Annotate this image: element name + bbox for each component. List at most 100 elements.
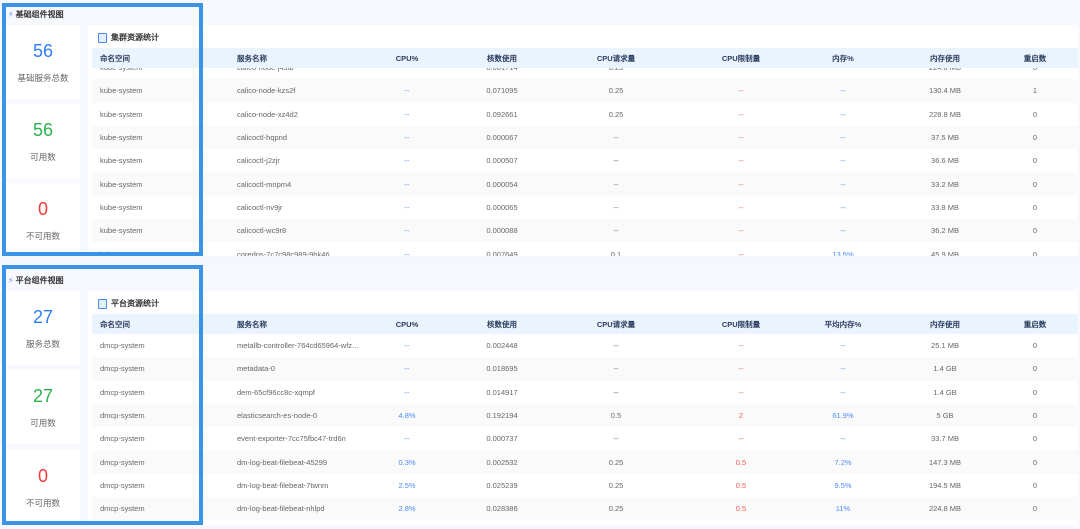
restarts-cell: 0 bbox=[1032, 504, 1038, 514]
memory-used-cell: 147.3 MB bbox=[928, 457, 962, 467]
cpu-limit-cell: -- bbox=[738, 109, 744, 119]
cpu-percent-cell: -- bbox=[404, 109, 410, 119]
stat-card: 56 基础服务总数 bbox=[6, 25, 80, 99]
memory-percent-cell: -- bbox=[840, 364, 846, 374]
table-row[interactable]: dmcp-system dem-65cf96cc8c-xqmpf -- 0.01491… bbox=[92, 381, 1078, 404]
restarts-cell: 0 bbox=[1032, 411, 1038, 421]
cores-used-cell: 0.014917 bbox=[486, 387, 518, 397]
namespace-cell: kube-system bbox=[100, 133, 143, 143]
table-row[interactable]: kube-system calicoctl-j2zjr -- 0.000507 -- --… bbox=[92, 149, 1078, 172]
restarts-cell: 0 bbox=[1032, 341, 1038, 351]
memory-percent-cell: -- bbox=[840, 226, 846, 236]
restarts-cell: 0 bbox=[1032, 133, 1038, 143]
restarts-cell: 0 bbox=[1032, 434, 1038, 444]
stat-label: 服务总数 bbox=[25, 339, 60, 349]
namespace-cell: kube-system bbox=[100, 86, 143, 96]
service-name-cell: elasticsearch-es-node-0 bbox=[237, 411, 318, 421]
table-body[interactable]: dmcp-system metallb-controller-764cd65964… bbox=[92, 334, 1078, 525]
table-row[interactable]: kube-system calicoctl-wc9r8 -- 0.000088 -- --… bbox=[92, 219, 1078, 243]
restarts-cell: 0 bbox=[1032, 480, 1038, 490]
namespace-cell: kube-system bbox=[100, 68, 143, 79]
cores-used-cell: 0.000088 bbox=[486, 226, 518, 236]
namespace-cell: dmcp-system bbox=[100, 341, 145, 351]
namespace-header: 命名空间 bbox=[100, 319, 130, 329]
section-title: ⚡ 基础组件视图 bbox=[8, 9, 64, 20]
memory-percent-cell: -- bbox=[840, 341, 846, 351]
table-row[interactable]: dmcp-system metadata-0 -- 0.018695 -- -- -- 1.4… bbox=[92, 357, 1078, 381]
service-name-cell: calicoctl-j2zjr bbox=[237, 156, 280, 166]
cpu-request-cell: -- bbox=[613, 226, 619, 236]
table-row[interactable]: kube-system calicoctl-nv9jr -- 0.000065 -- --… bbox=[92, 196, 1078, 219]
cpu-percent-header: CPU% bbox=[395, 319, 419, 329]
stat-label: 可用数 bbox=[30, 418, 56, 428]
restarts-cell: 0 bbox=[1033, 68, 1037, 79]
restarts-cell: 0 bbox=[1032, 387, 1038, 397]
chart-icon bbox=[98, 298, 107, 309]
cores-used-cell: 0.025239 bbox=[486, 480, 518, 490]
service-name-cell: coredns-7c7c98c989-9bk46 bbox=[237, 249, 330, 256]
chart-icon bbox=[98, 32, 107, 43]
table-row[interactable]: kube-system calico-node-xz4d2 -- 0.092661 0.… bbox=[92, 103, 1078, 126]
cpu-limit-header: CPU限制量 bbox=[721, 319, 761, 329]
cores-used-cell: 0.092661 bbox=[486, 109, 518, 119]
service-name-cell: event-exporter-7cc75fbc47-trd6n bbox=[237, 434, 346, 444]
table-row[interactable]: kube-system calicoctl-hqpnd -- 0.000067 -- --… bbox=[92, 125, 1078, 150]
service-name-cell: dm-log-beat-filebeat-45299 bbox=[237, 457, 328, 467]
memory-used-cell: 5 GB bbox=[936, 411, 954, 421]
namespace-cell: dmcp-system bbox=[100, 387, 145, 397]
cores-used-cell: 0.002448 bbox=[486, 341, 518, 351]
restarts-cell: 0 bbox=[1032, 156, 1038, 166]
table-row[interactable]: dmcp-system dm-log-beat-filebeat-nhlpd 2.8… bbox=[92, 497, 1078, 521]
memory-used-header: 内存使用 bbox=[930, 319, 960, 329]
panel-title-text: 平台资源统计 bbox=[111, 299, 159, 308]
memory-used-cell: 228.8 MB bbox=[928, 109, 962, 119]
platform-components-section: ⚡ 平台组件视图 27 服务总数 27 可用数 0 不可用数 平台资源统计 命名空间 服务名称… bbox=[0, 265, 1080, 529]
cpu-request-cell: 0.25 bbox=[608, 457, 624, 467]
cpu-limit-cell: 0.5 bbox=[735, 480, 747, 490]
table-row[interactable]: kube-system calicoctl-mnpm4 -- 0.000054 -- --… bbox=[92, 172, 1078, 196]
memory-used-cell: 224.0 MB bbox=[929, 68, 961, 79]
stat-card: 0 不可用数 bbox=[6, 183, 80, 254]
cpu-limit-cell: -- bbox=[738, 133, 744, 143]
cpu-percent-cell: -- bbox=[404, 434, 410, 444]
table-body[interactable]: kube-system calico-node-j4stb 0.081714 0.25… bbox=[92, 68, 1078, 256]
memory-used-cell: 25.1 MB bbox=[931, 341, 959, 351]
namespace-cell: kube-system bbox=[100, 179, 143, 189]
cpu-request-cell: -- bbox=[613, 387, 619, 397]
cpu-limit-cell: -- bbox=[738, 341, 744, 351]
cpu-request-cell: -- bbox=[613, 156, 619, 166]
restarts-header: 重启数 bbox=[1023, 319, 1047, 329]
table-row[interactable]: kube-system calico-node-kzs2f -- 0.071095 0.… bbox=[92, 79, 1078, 103]
restarts-cell: 0 bbox=[1032, 249, 1038, 256]
table-row[interactable]: dmcp-system event-exporter-7cc75fbc47-trd… bbox=[92, 427, 1078, 450]
panel-title-text: 集群资源统计 bbox=[111, 33, 159, 42]
cores-used-cell: 0.002532 bbox=[486, 457, 518, 467]
table-row[interactable]: dmcp-system dm-log-beat-filebeat-45299 0.3… bbox=[92, 450, 1078, 474]
cores-used-header: 核数使用 bbox=[487, 53, 517, 63]
memory-used-cell: 36.6 MB bbox=[931, 156, 959, 166]
stat-label: 不可用数 bbox=[25, 231, 60, 241]
memory-used-cell: 33.2 MB bbox=[931, 179, 959, 189]
memory-percent-cell: -- bbox=[840, 86, 846, 96]
cpu-percent-cell: -- bbox=[404, 202, 410, 212]
cluster-resource-panel: 集群资源统计 命名空间 服务名称 CPU% 核数使用 CPU请求量 CPU限制量 内存% 内存… bbox=[88, 25, 1078, 256]
service-name-cell: dm-log-beat-filebeat-nhlpd bbox=[237, 504, 325, 514]
table-row[interactable]: kube-system coredns-7c7c98c989-9bk46 -- 0.0… bbox=[92, 242, 1078, 256]
cores-used-cell: 0.018695 bbox=[486, 364, 518, 374]
table-row[interactable]: dmcp-system dm-log-beat-filebeat-7twnm 2.5… bbox=[92, 474, 1078, 497]
section-title-text: 平台组件视图 bbox=[15, 276, 64, 285]
table-row[interactable]: kube-system calico-node-j4stb 0.081714 0.25… bbox=[92, 68, 1078, 79]
table-row[interactable]: dmcp-system elasticsearch-es-node-0 4.8% 0.… bbox=[92, 403, 1078, 428]
cpu-percent-cell: 4.8% bbox=[398, 411, 416, 421]
service-name-cell: calico-node-j4stb bbox=[237, 68, 294, 79]
cpu-percent-cell: -- bbox=[404, 226, 410, 236]
bolt-icon: ⚡ bbox=[8, 276, 14, 285]
cpu-limit-cell: 0.5 bbox=[735, 504, 747, 514]
cores-used-cell: 0.192194 bbox=[486, 411, 518, 421]
table-row[interactable]: dmcp-system metallb-controller-764cd65964… bbox=[92, 334, 1078, 357]
cpu-limit-cell: 2 bbox=[738, 411, 744, 421]
cores-used-cell: 0.071095 bbox=[486, 86, 518, 96]
memory-used-cell: 224.8 MB bbox=[928, 504, 962, 514]
cpu-percent-cell: 2.5% bbox=[398, 480, 416, 490]
cpu-limit-cell: -- bbox=[738, 387, 744, 397]
